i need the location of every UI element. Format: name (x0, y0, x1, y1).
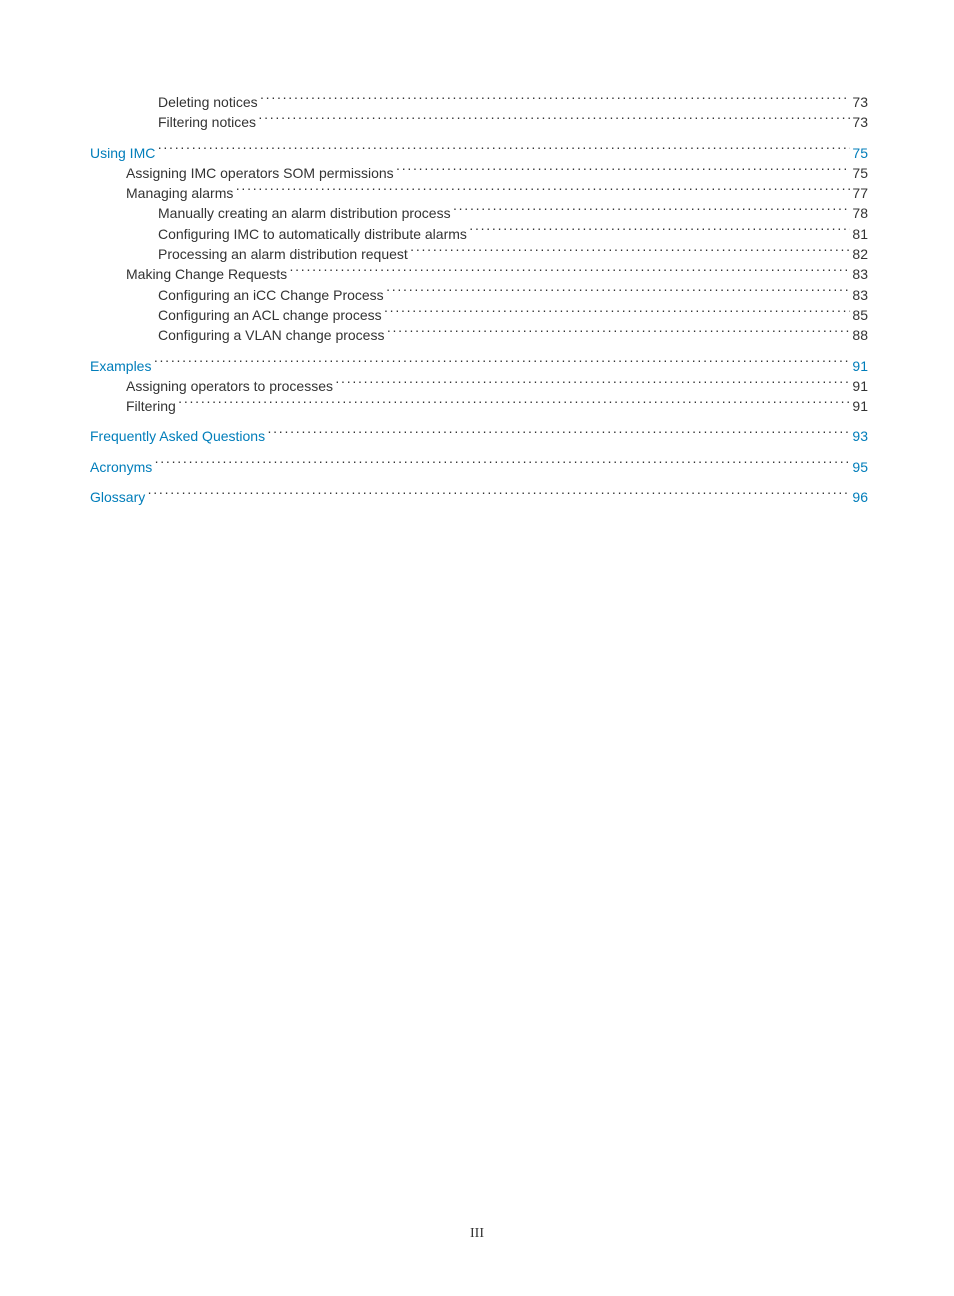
toc-leader-dots (384, 306, 851, 320)
toc-entry-page: 81 (852, 224, 868, 244)
toc-leader-dots (453, 204, 851, 218)
toc-entry-label: Configuring an iCC Change Process (158, 285, 384, 305)
toc-leader-dots (258, 113, 850, 127)
toc-entry-page: 91 (852, 396, 868, 416)
toc-entry-label: Filtering (126, 396, 176, 416)
toc-entry: Assigning operators to processes 91 (90, 376, 868, 396)
toc-entry-label: Filtering notices (158, 112, 256, 132)
toc-entry: Deleting notices 73 (90, 92, 868, 112)
toc-entry-page: 77 (852, 183, 868, 203)
toc-leader-dots (178, 397, 851, 411)
toc-entry: Configuring an ACL change process 85 (90, 305, 868, 325)
toc-entry-label: Configuring a VLAN change process (158, 325, 384, 345)
toc-leader-dots (386, 286, 851, 300)
toc-entry-page: 91 (852, 356, 868, 376)
toc-entry: Configuring an iCC Change Process 83 (90, 285, 868, 305)
toc-entry-label: Examples (90, 356, 151, 376)
toc-entry: Assigning IMC operators SOM permissions 7… (90, 163, 868, 183)
toc-leader-dots (396, 164, 851, 178)
toc-entry[interactable]: Frequently Asked Questions 93 (90, 426, 868, 446)
toc-entry-label: Managing alarms (126, 183, 233, 203)
toc-leader-dots (154, 458, 850, 472)
toc-entry: Configuring a VLAN change process 88 (90, 325, 868, 345)
toc-entry-page: 75 (852, 163, 868, 183)
toc-entry-label: Glossary (90, 487, 145, 507)
toc-leader-dots (267, 427, 850, 441)
toc-entry-label: Assigning operators to processes (126, 376, 333, 396)
toc-entry: Filtering notices 73 (90, 112, 868, 132)
toc-entry-label: Using IMC (90, 143, 155, 163)
toc-entry-page: 83 (852, 285, 868, 305)
toc-entry[interactable]: Using IMC 75 (90, 143, 868, 163)
toc-entry-page: 83 (852, 264, 868, 284)
toc-entry-label: Configuring an ACL change process (158, 305, 382, 325)
toc-entry-page: 78 (852, 203, 868, 223)
toc-leader-dots (157, 144, 850, 158)
toc-entry-label: Making Change Requests (126, 264, 287, 284)
toc-page: Deleting notices 73 Filtering notices 73 Usi… (0, 0, 954, 507)
toc-entry[interactable]: Acronyms 95 (90, 457, 868, 477)
toc-leader-dots (289, 265, 850, 279)
toc-leader-dots (335, 377, 850, 391)
toc-entry-label: Assigning IMC operators SOM permissions (126, 163, 394, 183)
toc-entry: Filtering 91 (90, 396, 868, 416)
toc-entry: Making Change Requests 83 (90, 264, 868, 284)
toc-entry-page: 85 (852, 305, 868, 325)
toc-leader-dots (260, 93, 851, 107)
toc-entry-page: 96 (852, 487, 868, 507)
toc-entry-page: 91 (852, 376, 868, 396)
toc-leader-dots (153, 357, 850, 371)
toc-entry-label: Manually creating an alarm distribution … (158, 203, 451, 223)
toc-entry-page: 73 (852, 112, 868, 132)
toc-entry: Managing alarms 77 (90, 183, 868, 203)
toc-entry-page: 73 (852, 92, 868, 112)
toc-entry-label: Configuring IMC to automatically distrib… (158, 224, 467, 244)
toc-entry-page: 82 (852, 244, 868, 264)
toc-entry[interactable]: Examples 91 (90, 356, 868, 376)
toc-entry: Manually creating an alarm distribution … (90, 203, 868, 223)
toc-entry-page: 95 (852, 457, 868, 477)
toc-entry-label: Processing an alarm distribution request (158, 244, 408, 264)
toc-entry-label: Frequently Asked Questions (90, 426, 265, 446)
toc-entry: Configuring IMC to automatically distrib… (90, 224, 868, 244)
toc-leader-dots (386, 326, 850, 340)
toc-entry-label: Acronyms (90, 457, 152, 477)
toc-leader-dots (469, 225, 851, 239)
toc-list: Deleting notices 73 Filtering notices 73 Usi… (90, 92, 868, 507)
toc-entry[interactable]: Glossary 96 (90, 487, 868, 507)
toc-entry-page: 88 (852, 325, 868, 345)
toc-entry-label: Deleting notices (158, 92, 258, 112)
toc-entry-page: 93 (852, 426, 868, 446)
toc-entry: Processing an alarm distribution request… (90, 244, 868, 264)
toc-leader-dots (410, 245, 851, 259)
toc-leader-dots (235, 184, 850, 198)
toc-entry-page: 75 (852, 143, 868, 163)
toc-leader-dots (147, 488, 850, 502)
page-number-footer: III (0, 1226, 954, 1242)
